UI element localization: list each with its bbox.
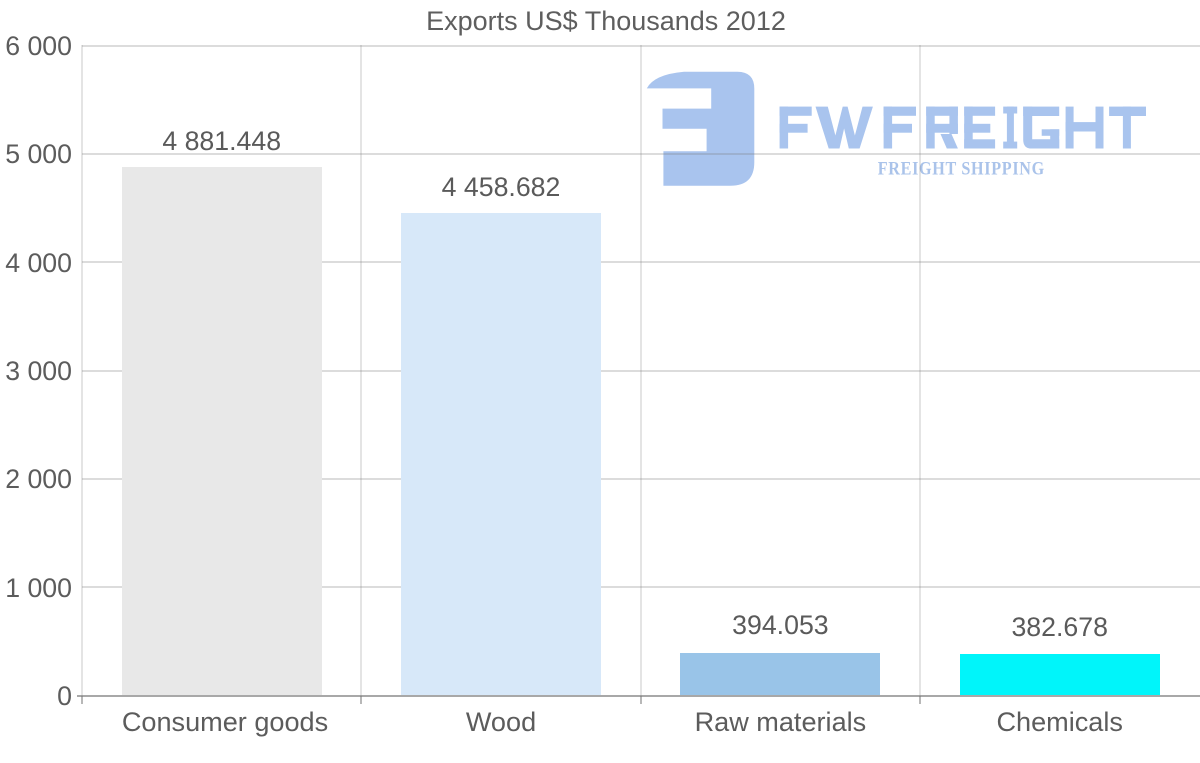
svg-text:FREIGHT SHIPPING: FREIGHT SHIPPING xyxy=(878,157,1045,179)
